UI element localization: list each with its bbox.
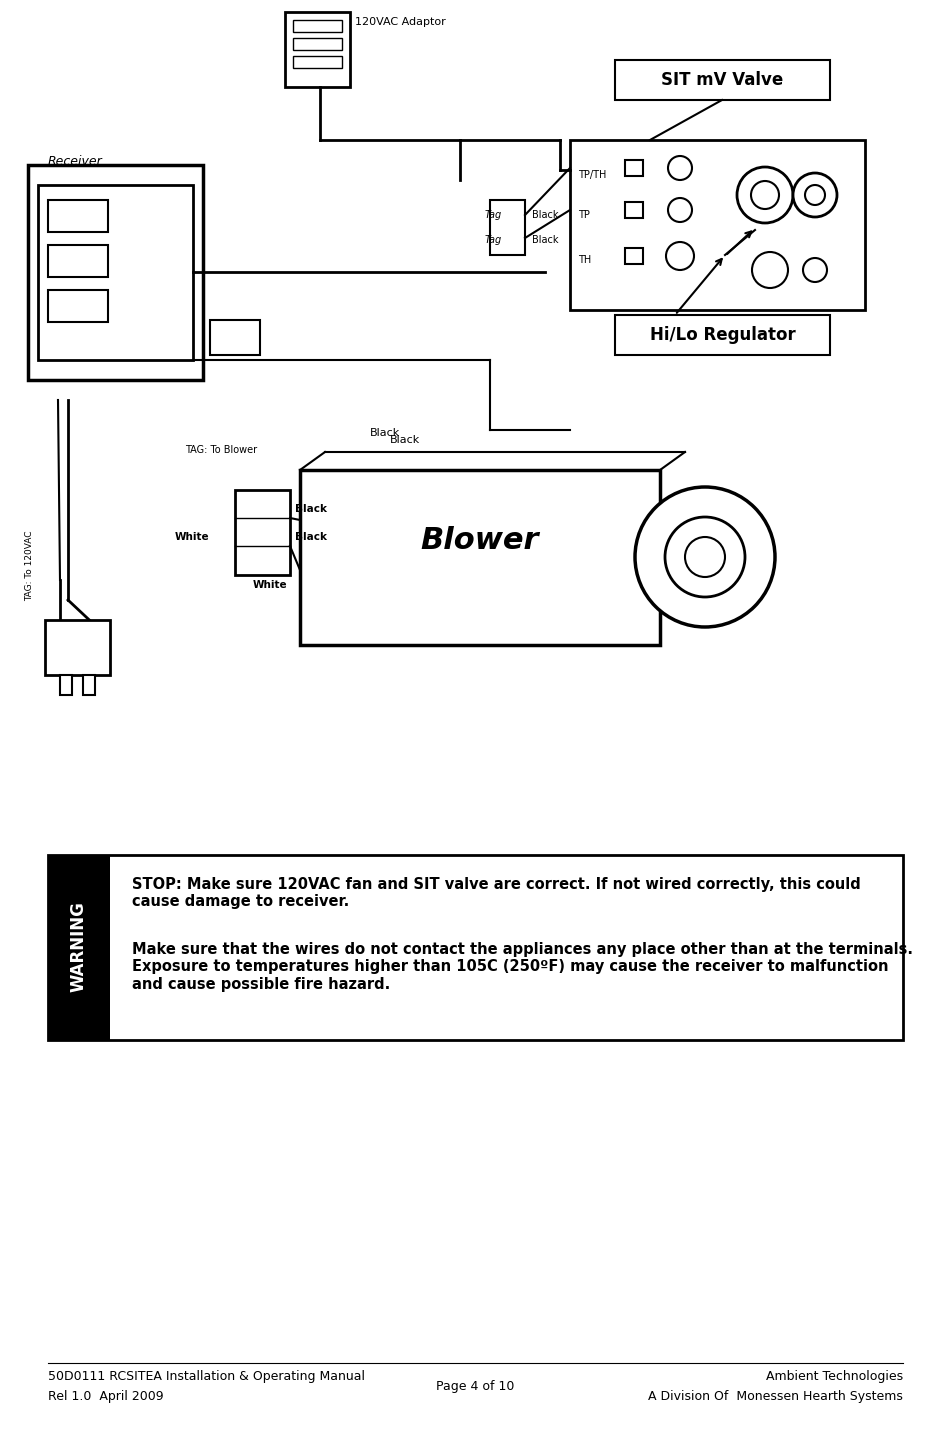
Bar [38,185,193,360]
Circle shape [805,185,825,205]
Text: Receiver: Receiver [48,155,103,168]
Text: Black: Black [532,211,558,221]
Text: TH: TH [578,255,592,265]
Text: TP/TH: TP/TH [578,171,607,181]
Text: WARNING: WARNING [70,901,88,993]
Bar [615,60,830,100]
Text: TP: TP [578,211,590,221]
Bar [285,11,350,87]
Bar [293,56,342,67]
Circle shape [751,181,779,209]
Text: Black: Black [295,504,327,514]
Circle shape [803,258,827,282]
Bar [625,202,643,218]
Text: Black: Black [532,235,558,245]
Text: Black: Black [295,532,327,542]
Text: TAG: To Blower: TAG: To Blower [185,446,257,456]
Circle shape [668,198,692,222]
Text: Blower: Blower [420,526,539,555]
Bar [625,160,643,176]
Bar [293,39,342,50]
Bar [490,201,525,255]
Text: Black: Black [370,428,400,438]
Text: White: White [253,580,287,590]
Bar [48,289,108,322]
Bar [300,470,660,645]
Bar [28,165,203,380]
Text: SIT mV Valve: SIT mV Valve [661,72,784,89]
Text: STOP: Make sure 120VAC fan and SIT valve are correct. If not wired correctly, th: STOP: Make sure 120VAC fan and SIT valve… [132,877,861,910]
Circle shape [665,517,745,598]
Text: Tag: Tag [485,211,502,221]
Bar [48,201,108,232]
Circle shape [635,487,775,628]
Circle shape [752,252,788,288]
Bar [615,315,830,355]
Circle shape [668,156,692,181]
Bar [45,620,110,675]
Text: Page 4 of 10: Page 4 of 10 [436,1380,514,1393]
Bar [235,490,290,575]
Text: 50D0111 RCSITEA Installation & Operating Manual: 50D0111 RCSITEA Installation & Operating… [48,1370,365,1383]
Bar [48,856,903,1040]
Text: Rel 1.0  April 2009: Rel 1.0 April 2009 [48,1390,164,1403]
Bar [210,320,260,355]
Bar [60,675,72,695]
Text: Hi/Lo Regulator: Hi/Lo Regulator [650,325,795,344]
Circle shape [685,537,725,577]
Bar [48,245,108,277]
Bar [48,856,110,1040]
Text: White: White [175,532,209,542]
Text: TAG: To 120VAC: TAG: To 120VAC [25,530,34,600]
Bar [625,248,643,264]
Text: 120VAC Adaptor: 120VAC Adaptor [355,17,446,27]
Text: Tag: Tag [485,235,502,245]
Circle shape [666,242,694,269]
Bar [293,20,342,32]
Circle shape [793,173,837,216]
Text: Ambient Technologies: Ambient Technologies [766,1370,903,1383]
Bar [83,675,95,695]
Circle shape [737,168,793,224]
Text: Make sure that the wires do not contact the appliances any place other than at t: Make sure that the wires do not contact … [132,941,913,992]
Bar [570,140,865,310]
Text: Black: Black [390,436,420,446]
Text: A Division Of  Monessen Hearth Systems: A Division Of Monessen Hearth Systems [649,1390,903,1403]
